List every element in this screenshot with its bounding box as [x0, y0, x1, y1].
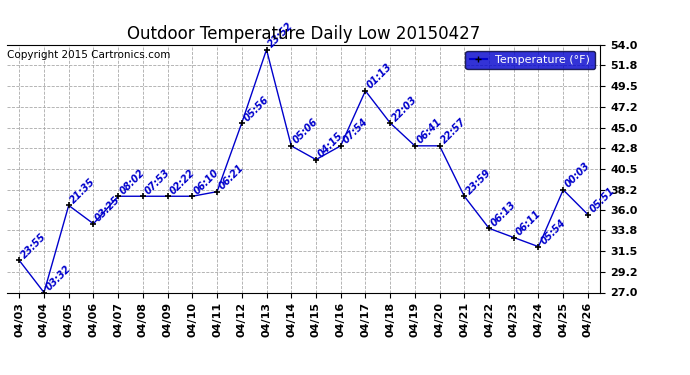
Text: 01:13: 01:13	[366, 62, 394, 91]
Text: 08:02: 08:02	[118, 167, 147, 196]
Text: 06:41: 06:41	[415, 117, 444, 146]
Text: 06:13: 06:13	[489, 200, 518, 228]
Text: 06:11: 06:11	[514, 209, 542, 237]
Title: Outdoor Temperature Daily Low 20150427: Outdoor Temperature Daily Low 20150427	[127, 26, 480, 44]
Text: 22:57: 22:57	[440, 117, 469, 146]
Text: 23:55: 23:55	[19, 231, 48, 260]
Legend: Temperature (°F): Temperature (°F)	[466, 51, 595, 69]
Text: 07:53: 07:53	[143, 167, 172, 196]
Text: 05:51: 05:51	[588, 186, 617, 214]
Text: 06:10: 06:10	[193, 167, 221, 196]
Text: 07:54: 07:54	[341, 117, 370, 146]
Text: 05:56: 05:56	[241, 94, 270, 123]
Text: 23:52: 23:52	[266, 21, 295, 50]
Text: 22:03: 22:03	[390, 94, 419, 123]
Text: 23:59: 23:59	[464, 167, 493, 196]
Text: 06:21: 06:21	[217, 163, 246, 192]
Text: 05:06: 05:06	[291, 117, 320, 146]
Text: 03:25: 03:25	[93, 195, 122, 224]
Text: 00:03: 00:03	[563, 161, 592, 190]
Text: 21:35: 21:35	[69, 177, 97, 206]
Text: 03:32: 03:32	[44, 264, 73, 292]
Text: Copyright 2015 Cartronics.com: Copyright 2015 Cartronics.com	[7, 50, 170, 60]
Text: 04:15: 04:15	[316, 130, 345, 160]
Text: 02:22: 02:22	[168, 167, 197, 196]
Text: 05:54: 05:54	[538, 218, 567, 247]
